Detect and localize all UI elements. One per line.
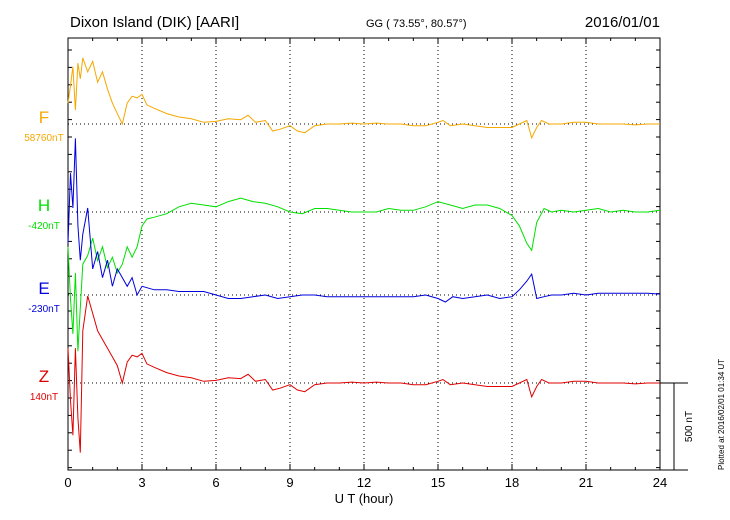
- x-tick-label-24: 24: [653, 475, 667, 490]
- x-tick-label-0: 0: [64, 475, 71, 490]
- label-layer: 0 3 6 9 12 15 18 21 24 F 58760nT H -420nT E -230nT Z 140…: [24, 108, 667, 490]
- series-name-F: F: [39, 108, 49, 127]
- series-name-E: E: [38, 279, 49, 298]
- series-line-H: [67, 197, 661, 352]
- x-tick-label-9: 9: [286, 475, 293, 490]
- x-tick-label-18: 18: [505, 475, 519, 490]
- series-baseline-label-E: -230nT: [28, 304, 60, 315]
- date-label: 2016/01/01: [585, 14, 660, 31]
- plotted-at-label: Plotted at 2016/02/01 01:34 UT: [717, 359, 726, 470]
- x-tick-label-15: 15: [431, 475, 445, 490]
- grid-layer: [68, 38, 660, 470]
- tick-layer: [67, 38, 661, 470]
- station-title: Dixon Island (DIK) [AARI]: [70, 14, 239, 31]
- series-name-Z: Z: [39, 367, 49, 386]
- x-tick-label-21: 21: [579, 475, 593, 490]
- series-baseline-label-H: -420nT: [28, 221, 60, 232]
- series-layer: [67, 57, 661, 453]
- series-line-Z: [67, 295, 660, 453]
- series-line-F: [67, 57, 660, 140]
- x-tick-label-12: 12: [357, 475, 371, 490]
- coords-label: GG ( 73.55°, 80.57°): [366, 18, 467, 30]
- series-baseline-label-Z: 140nT: [30, 392, 58, 403]
- series-name-H: H: [38, 196, 50, 215]
- x-axis-label: U T (hour): [335, 491, 394, 506]
- series-baseline-label-F: 58760nT: [24, 133, 63, 144]
- x-tick-label-6: 6: [212, 475, 219, 490]
- scale-bar: 500 nT: [660, 382, 695, 471]
- scale-bar-label: 500 nT: [684, 411, 695, 442]
- x-tick-label-3: 3: [138, 475, 145, 490]
- series-line-E: [67, 138, 661, 303]
